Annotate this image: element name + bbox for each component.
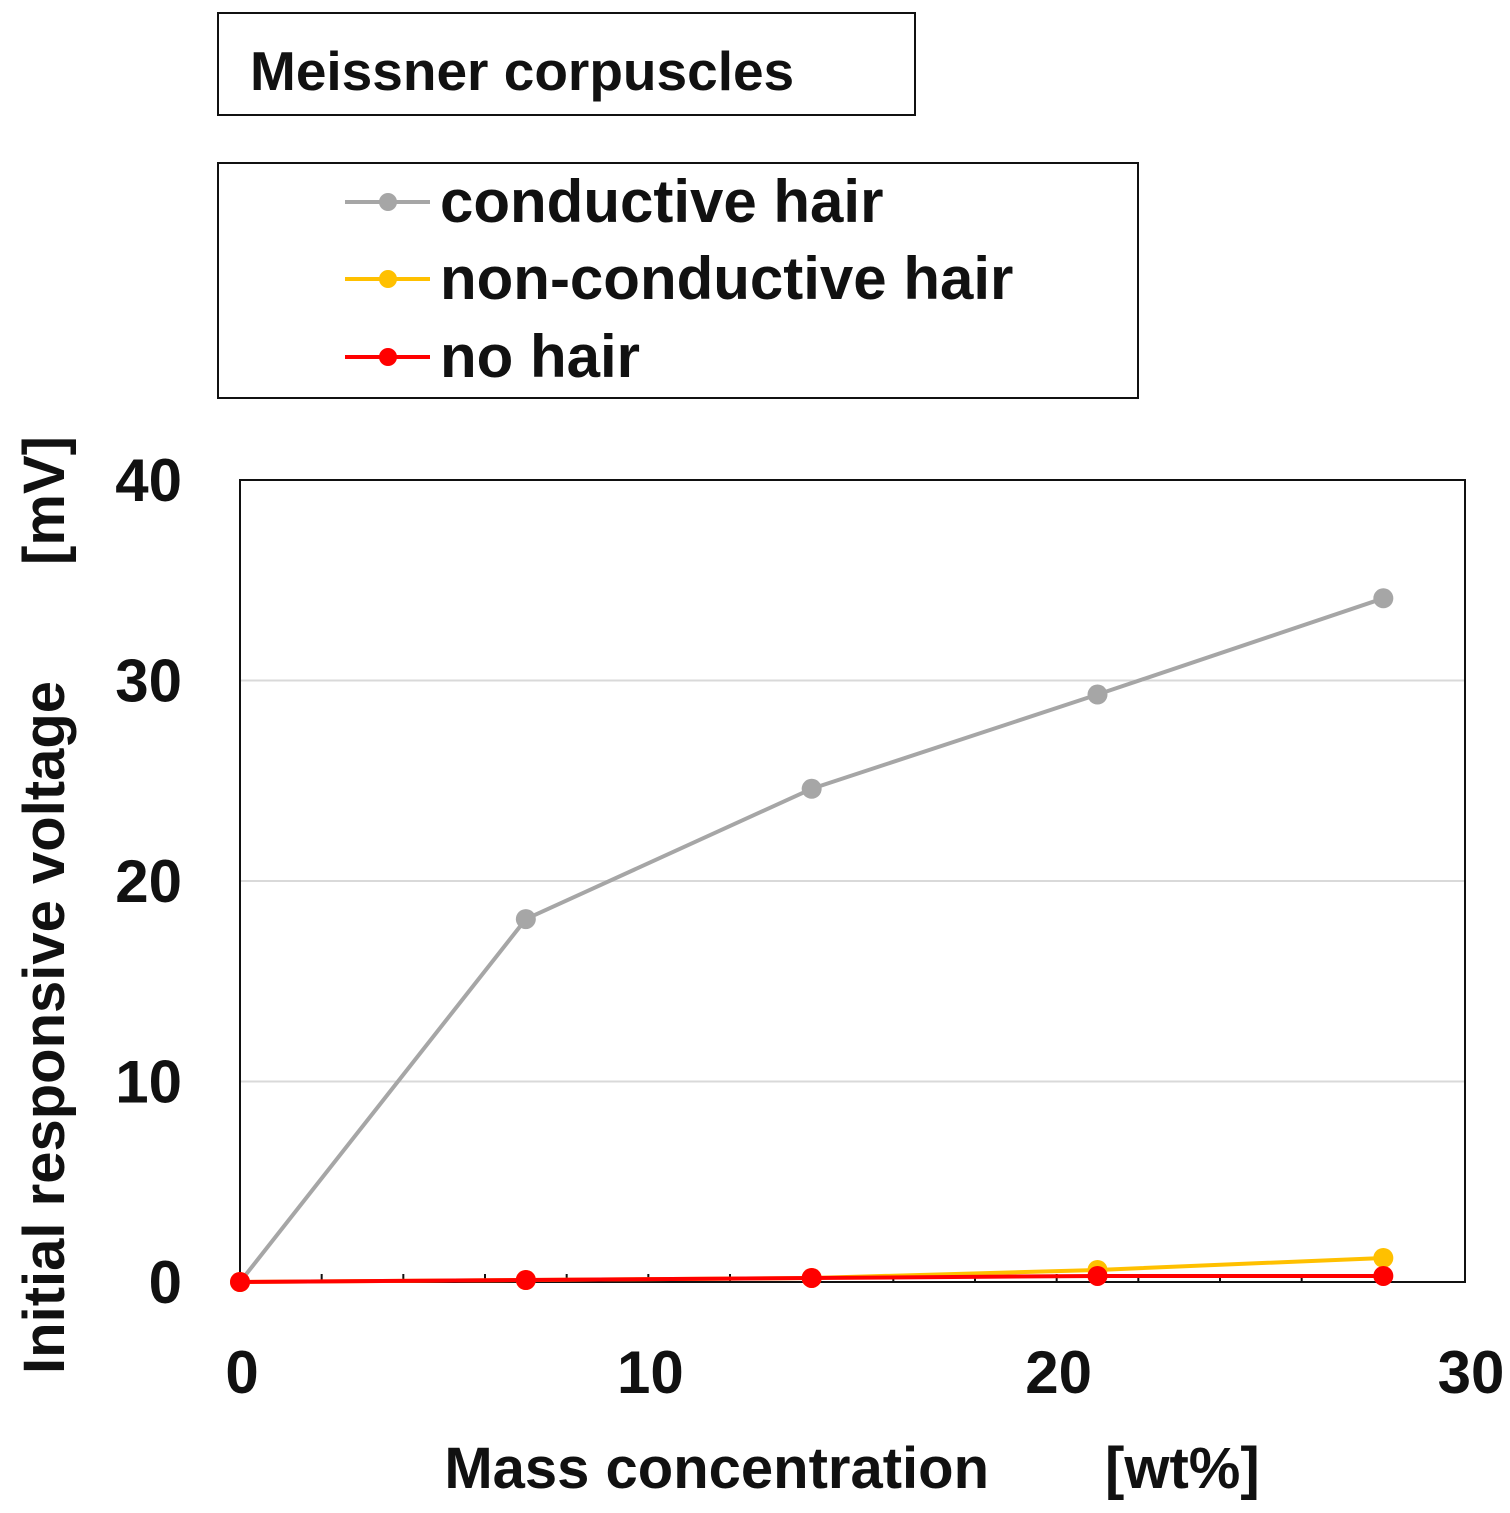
legend-label: no hair xyxy=(440,323,640,390)
y-tick-label: 30 xyxy=(115,648,182,715)
series-layer xyxy=(230,588,1394,1292)
x-tick-labels: 0 10 20 30 xyxy=(225,1339,1504,1406)
x-axis-title: Mass concentration [wt%] xyxy=(444,1436,1259,1501)
x-tick-label: 20 xyxy=(1025,1339,1092,1406)
chart-title: Meissner corpuscles xyxy=(250,40,794,102)
plot-area xyxy=(230,479,1466,1292)
x-tick-label: 30 xyxy=(1438,1339,1505,1406)
gridlines xyxy=(240,679,1465,1083)
plot-frame xyxy=(239,479,1466,1283)
y-tick-label: 10 xyxy=(115,1049,182,1116)
y-tick-label: 40 xyxy=(115,447,182,514)
data-point xyxy=(230,1272,250,1292)
y-axis-title: Initial responsive voltage [mV] xyxy=(12,436,77,1374)
y-tick-label: 20 xyxy=(115,848,182,915)
legend-item: non-conductive hair xyxy=(345,245,1013,312)
x-tick-label: 10 xyxy=(617,1339,684,1406)
x-tick-label: 0 xyxy=(225,1339,258,1406)
data-point xyxy=(1087,1265,1108,1286)
data-point xyxy=(1373,1247,1394,1268)
series-conductive-hair xyxy=(230,588,1394,1292)
legend-marker xyxy=(379,348,397,366)
y-tick-label: 0 xyxy=(149,1249,182,1316)
legend-marker xyxy=(379,193,397,211)
data-point xyxy=(1087,684,1108,705)
legend: conductive hair non-conductive hair no hai… xyxy=(217,162,1139,399)
title-box: Meissner corpuscles xyxy=(217,12,916,116)
legend-label: conductive hair xyxy=(440,168,883,235)
legend-marker xyxy=(379,270,397,288)
data-point xyxy=(1373,1265,1394,1286)
data-point xyxy=(515,909,536,930)
y-tick-labels: 0 10 20 30 40 xyxy=(115,447,182,1316)
legend-item: conductive hair xyxy=(345,168,883,235)
series-no-hair xyxy=(230,1265,1394,1292)
legend-label: non-conductive hair xyxy=(440,245,1013,312)
data-point xyxy=(801,1267,822,1288)
data-point xyxy=(515,1269,536,1290)
data-point xyxy=(801,778,822,799)
series-line xyxy=(238,596,1384,1284)
data-point xyxy=(1373,588,1394,609)
legend-item: no hair xyxy=(345,323,640,390)
